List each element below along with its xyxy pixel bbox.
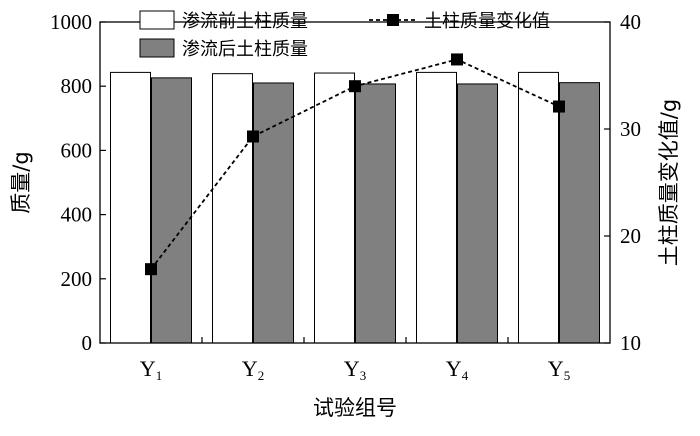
bar-before	[212, 73, 253, 344]
right-tick-label: 10	[620, 331, 641, 355]
left-tick-label: 800	[61, 74, 93, 98]
bar-after	[559, 82, 600, 344]
legend-label-after: 渗流后土柱质量	[182, 39, 308, 60]
bar-before	[314, 72, 355, 344]
bar-before	[518, 71, 559, 344]
x-tick-label: Y1	[140, 356, 162, 383]
x-tick-label: Y5	[548, 356, 570, 383]
right-tick-label: 30	[620, 117, 641, 141]
x-tick-label: Y2	[242, 356, 264, 383]
legend-swatch-before	[139, 10, 175, 30]
left-tick-label: 600	[61, 138, 93, 162]
line-point	[451, 53, 463, 66]
bar-after	[253, 82, 294, 344]
line-point	[553, 100, 565, 113]
right-tick-label: 40	[620, 10, 641, 34]
legend-swatch-after	[139, 38, 175, 58]
y-axis-title-left: 质量/g	[9, 151, 33, 213]
line-point	[145, 263, 157, 276]
bar-after	[355, 83, 396, 344]
left-tick-label: 400	[61, 203, 93, 227]
legend-marker	[387, 14, 399, 26]
plot-frame	[99, 21, 611, 344]
y-axis-title-right: 土柱质量变化值/g	[657, 99, 681, 266]
bar-after	[457, 83, 498, 344]
left-tick-label: 1000	[50, 10, 92, 34]
right-tick-label: 20	[620, 224, 641, 248]
x-tick-label: Y4	[446, 356, 469, 383]
line-point	[247, 130, 259, 143]
left-tick-label: 200	[61, 267, 93, 291]
bar-after	[151, 77, 192, 344]
x-axis-title: 试验组号	[313, 396, 397, 420]
line-point	[349, 80, 361, 93]
bar-before	[416, 71, 457, 344]
legend-label-before: 渗流前土柱质量	[182, 11, 308, 32]
legend-label-change: 土柱质量变化值	[424, 11, 550, 32]
left-tick-label: 0	[82, 331, 93, 355]
x-tick-label: Y3	[344, 356, 366, 383]
bar-before	[110, 71, 151, 344]
